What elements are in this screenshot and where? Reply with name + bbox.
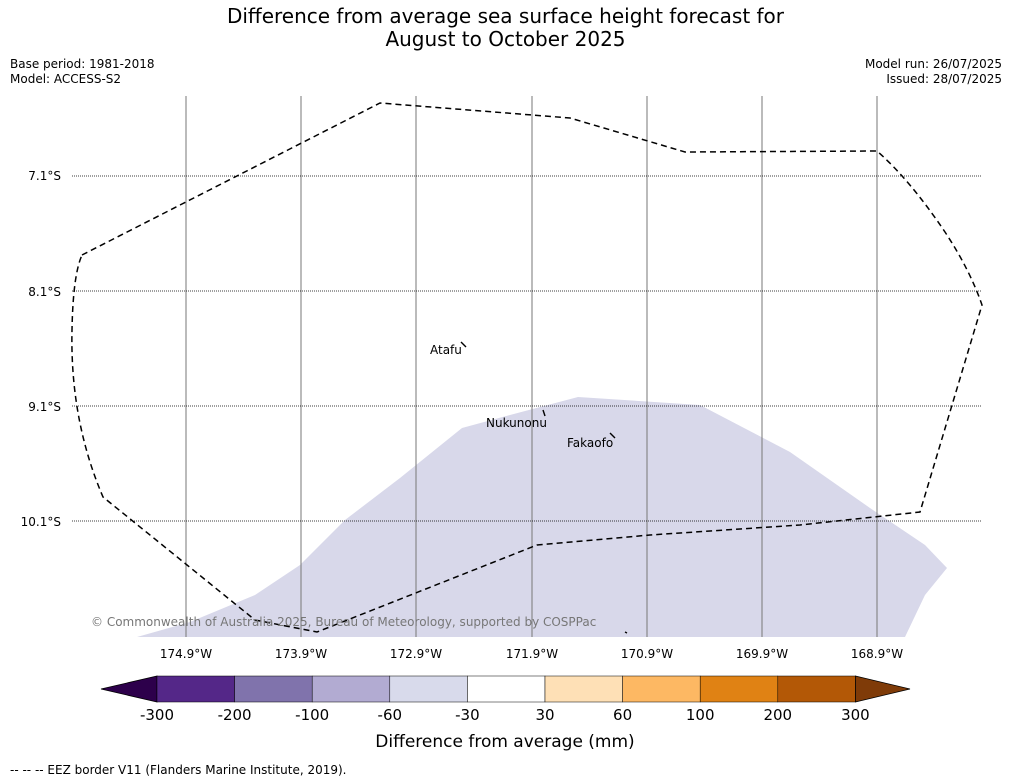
islet [624,631,628,634]
islands [460,341,628,634]
colorbar-segment [777,675,856,703]
colorbar-tick-label: -300 [140,706,174,724]
colorbar-segment [311,675,391,703]
place-label-nukunonu: Nukunonu [486,416,547,430]
colorbar-segment [544,675,623,703]
model-run: Model run: 26/07/2025 [864,57,1002,71]
colorbar-tick-label: 30 [535,706,554,724]
lon-label: 170.9°W [621,647,673,661]
colorbar-label: Difference from average (mm) [375,732,634,752]
base-period: Base period: 1981-2018 [10,57,155,71]
atafu-island [460,341,467,348]
colorbar-arrow-min [100,675,158,703]
lat-label: 10.1°S [21,515,61,529]
lon-label: 169.9°W [736,647,788,661]
title-line-2: August to October 2025 [385,27,626,51]
lat-label: 9.1°S [28,400,61,414]
issued-date: Issued: 28/07/2025 [886,72,1002,86]
colorbar-tick-label: 60 [613,706,632,724]
title-line-1: Difference from average sea surface heig… [226,4,785,28]
colorbar-tick-label: -30 [455,706,480,724]
metadata-right: Model run: 26/07/2025 Issued: 28/07/2025 [865,57,1002,87]
colorbar-segment [389,675,468,703]
fakaofo-island [609,432,616,439]
colorbar-tick-label: -200 [218,706,252,724]
colorbar-segment [467,675,546,703]
nukunonu-island [542,409,546,417]
place-label-fakaofo: Fakaofo [567,436,613,450]
lat-label: 7.1°S [28,169,61,183]
colorbar-segment [156,675,235,703]
eez-legend: -- -- -- EEZ border V11 (Flanders Marine… [10,763,347,777]
anomaly-region [137,397,947,637]
colorbar-tick-label: 300 [841,706,870,724]
colorbar: -300 -200 -100 -60 -30 30 60 100 200 300 [100,675,911,724]
lon-label: 172.9°W [390,647,442,661]
colorbar-tick-label: -100 [295,706,329,724]
colorbar-tick-label: 200 [763,706,792,724]
map-title: Difference from average sea surface heig… [0,5,1011,51]
lon-label: 168.9°W [851,647,903,661]
colorbar-tick-label: 100 [686,706,715,724]
colorbar-tick-label: -60 [378,706,403,724]
colorbar-segment [622,675,701,703]
lon-label: 174.9°W [160,647,212,661]
colorbar-segment [234,675,313,703]
colorbar-arrow-max [855,675,911,703]
eez-border [71,102,983,633]
lon-label: 171.9°W [506,647,558,661]
lon-label: 173.9°W [275,647,327,661]
metadata-left: Base period: 1981-2018 Model: ACCESS-S2 [10,57,155,87]
colorbar-segment [699,675,779,703]
lat-label: 8.1°S [28,285,61,299]
place-label-atafu: Atafu [430,343,462,357]
copyright-notice: © Commonwealth of Australia 2025, Bureau… [91,615,596,629]
model-name: Model: ACCESS-S2 [10,72,122,86]
